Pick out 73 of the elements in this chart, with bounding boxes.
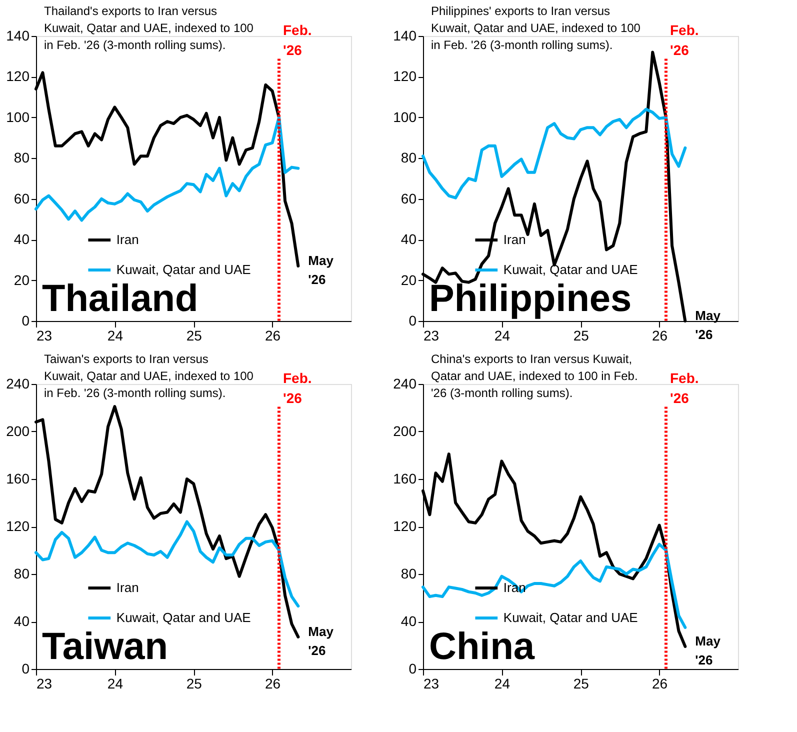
line-series bbox=[422, 108, 687, 200]
x-tick-label: 23 bbox=[36, 676, 52, 692]
annotation: May '26 bbox=[308, 624, 334, 658]
y-tick-label: 120 bbox=[6, 518, 30, 534]
legend-label: Iran bbox=[503, 232, 526, 247]
annotation: Taiwan bbox=[42, 626, 168, 668]
chart-title: Taiwan's exports to Iran versus Kuwait, Qatar and UAE, indexed to 100 in Feb. '26 (3-month rolling sums). bbox=[44, 352, 254, 400]
y-tick-label: 40 bbox=[14, 613, 30, 629]
y-tick-label: 60 bbox=[400, 190, 417, 206]
y-tick-label: 100 bbox=[6, 108, 30, 125]
annotation: May '26 bbox=[695, 308, 722, 342]
y-tick-label: 80 bbox=[14, 150, 30, 166]
y-tick-label: 80 bbox=[14, 566, 30, 582]
y-tick-label: 80 bbox=[400, 566, 417, 582]
line-series bbox=[422, 542, 687, 629]
x-tick-label: 25 bbox=[573, 328, 590, 344]
annotation: May '26 bbox=[695, 633, 722, 668]
y-tick-label: 0 bbox=[408, 312, 417, 328]
x-tick-label: 23 bbox=[424, 328, 440, 344]
x-tick-label: 25 bbox=[573, 676, 590, 692]
line-series bbox=[34, 116, 300, 222]
x-tick-label: 25 bbox=[186, 328, 202, 344]
x-tick-label: 24 bbox=[494, 676, 510, 692]
x-tick-label: 26 bbox=[265, 676, 281, 692]
y-tick-label: 100 bbox=[393, 108, 417, 125]
x-tick-label: 26 bbox=[265, 328, 281, 344]
ref-line-label: Feb. '26 bbox=[670, 22, 699, 58]
legend-label: Iran bbox=[116, 232, 139, 247]
ref-line-label: Feb. '26 bbox=[670, 370, 699, 406]
legend-label: Iran bbox=[116, 580, 139, 595]
legend-label: Kuwait, Qatar and UAE bbox=[503, 262, 638, 277]
y-tick-label: 0 bbox=[408, 660, 417, 676]
annotation: Thailand bbox=[42, 278, 198, 320]
chart-title: China's exports to Iran versus Kuwait, Qatar and UAE, indexed to 100 in Feb. '26 (3-month rolling sums). bbox=[431, 352, 638, 400]
x-tick-label: 24 bbox=[494, 328, 510, 344]
x-tick-label: 24 bbox=[107, 676, 124, 692]
x-tick-label: 25 bbox=[186, 676, 202, 692]
x-tick-label: 26 bbox=[652, 328, 668, 344]
x-tick-label: 24 bbox=[107, 328, 124, 344]
x-tick-label: 26 bbox=[652, 676, 668, 692]
x-tick-label: 23 bbox=[424, 676, 440, 692]
y-tick-label: 0 bbox=[22, 660, 30, 676]
y-tick-label: 20 bbox=[14, 272, 30, 288]
y-tick-label: 200 bbox=[393, 423, 417, 439]
legend-label: Kuwait, Qatar and UAE bbox=[116, 610, 252, 625]
ref-line-label: Feb. '26 bbox=[282, 22, 312, 58]
legend-label: Kuwait, Qatar and UAE bbox=[116, 262, 252, 277]
y-tick-label: 60 bbox=[14, 190, 30, 206]
y-tick-label: 160 bbox=[6, 470, 30, 486]
ref-line-label: Feb. '26 bbox=[282, 370, 312, 406]
y-tick-label: 240 bbox=[6, 376, 30, 392]
y-tick-label: 160 bbox=[393, 470, 417, 486]
y-tick-label: 40 bbox=[400, 613, 417, 629]
y-tick-label: 120 bbox=[6, 68, 30, 84]
y-tick-label: 20 bbox=[400, 272, 417, 288]
chart-title: Thailand's exports to Iran versus Kuwait, Qatar and UAE, indexed to 100 in Feb. '26 (3-month rolling sums). bbox=[44, 4, 254, 52]
annotation: China bbox=[429, 626, 536, 668]
y-tick-label: 120 bbox=[393, 68, 417, 84]
x-tick-label: 23 bbox=[36, 328, 52, 344]
annotation: May '26 bbox=[308, 253, 334, 288]
y-tick-label: 140 bbox=[393, 28, 417, 44]
annotation: Philippines bbox=[429, 278, 632, 320]
y-tick-label: 200 bbox=[6, 423, 30, 439]
chart-title: Philippines' exports to Iran versus Kuwait, Qatar and UAE, indexed to 100 in Feb. '26 (3-month rolling sums). bbox=[431, 4, 641, 52]
y-tick-label: 40 bbox=[400, 231, 417, 248]
legend-label: Kuwait, Qatar and UAE bbox=[503, 610, 638, 625]
y-tick-label: 140 bbox=[6, 28, 30, 44]
y-tick-label: 120 bbox=[393, 518, 417, 534]
line-series bbox=[34, 520, 300, 608]
y-tick-label: 80 bbox=[400, 150, 417, 166]
y-tick-label: 240 bbox=[393, 376, 417, 392]
y-tick-label: 40 bbox=[14, 231, 30, 248]
y-tick-label: 0 bbox=[22, 312, 30, 328]
